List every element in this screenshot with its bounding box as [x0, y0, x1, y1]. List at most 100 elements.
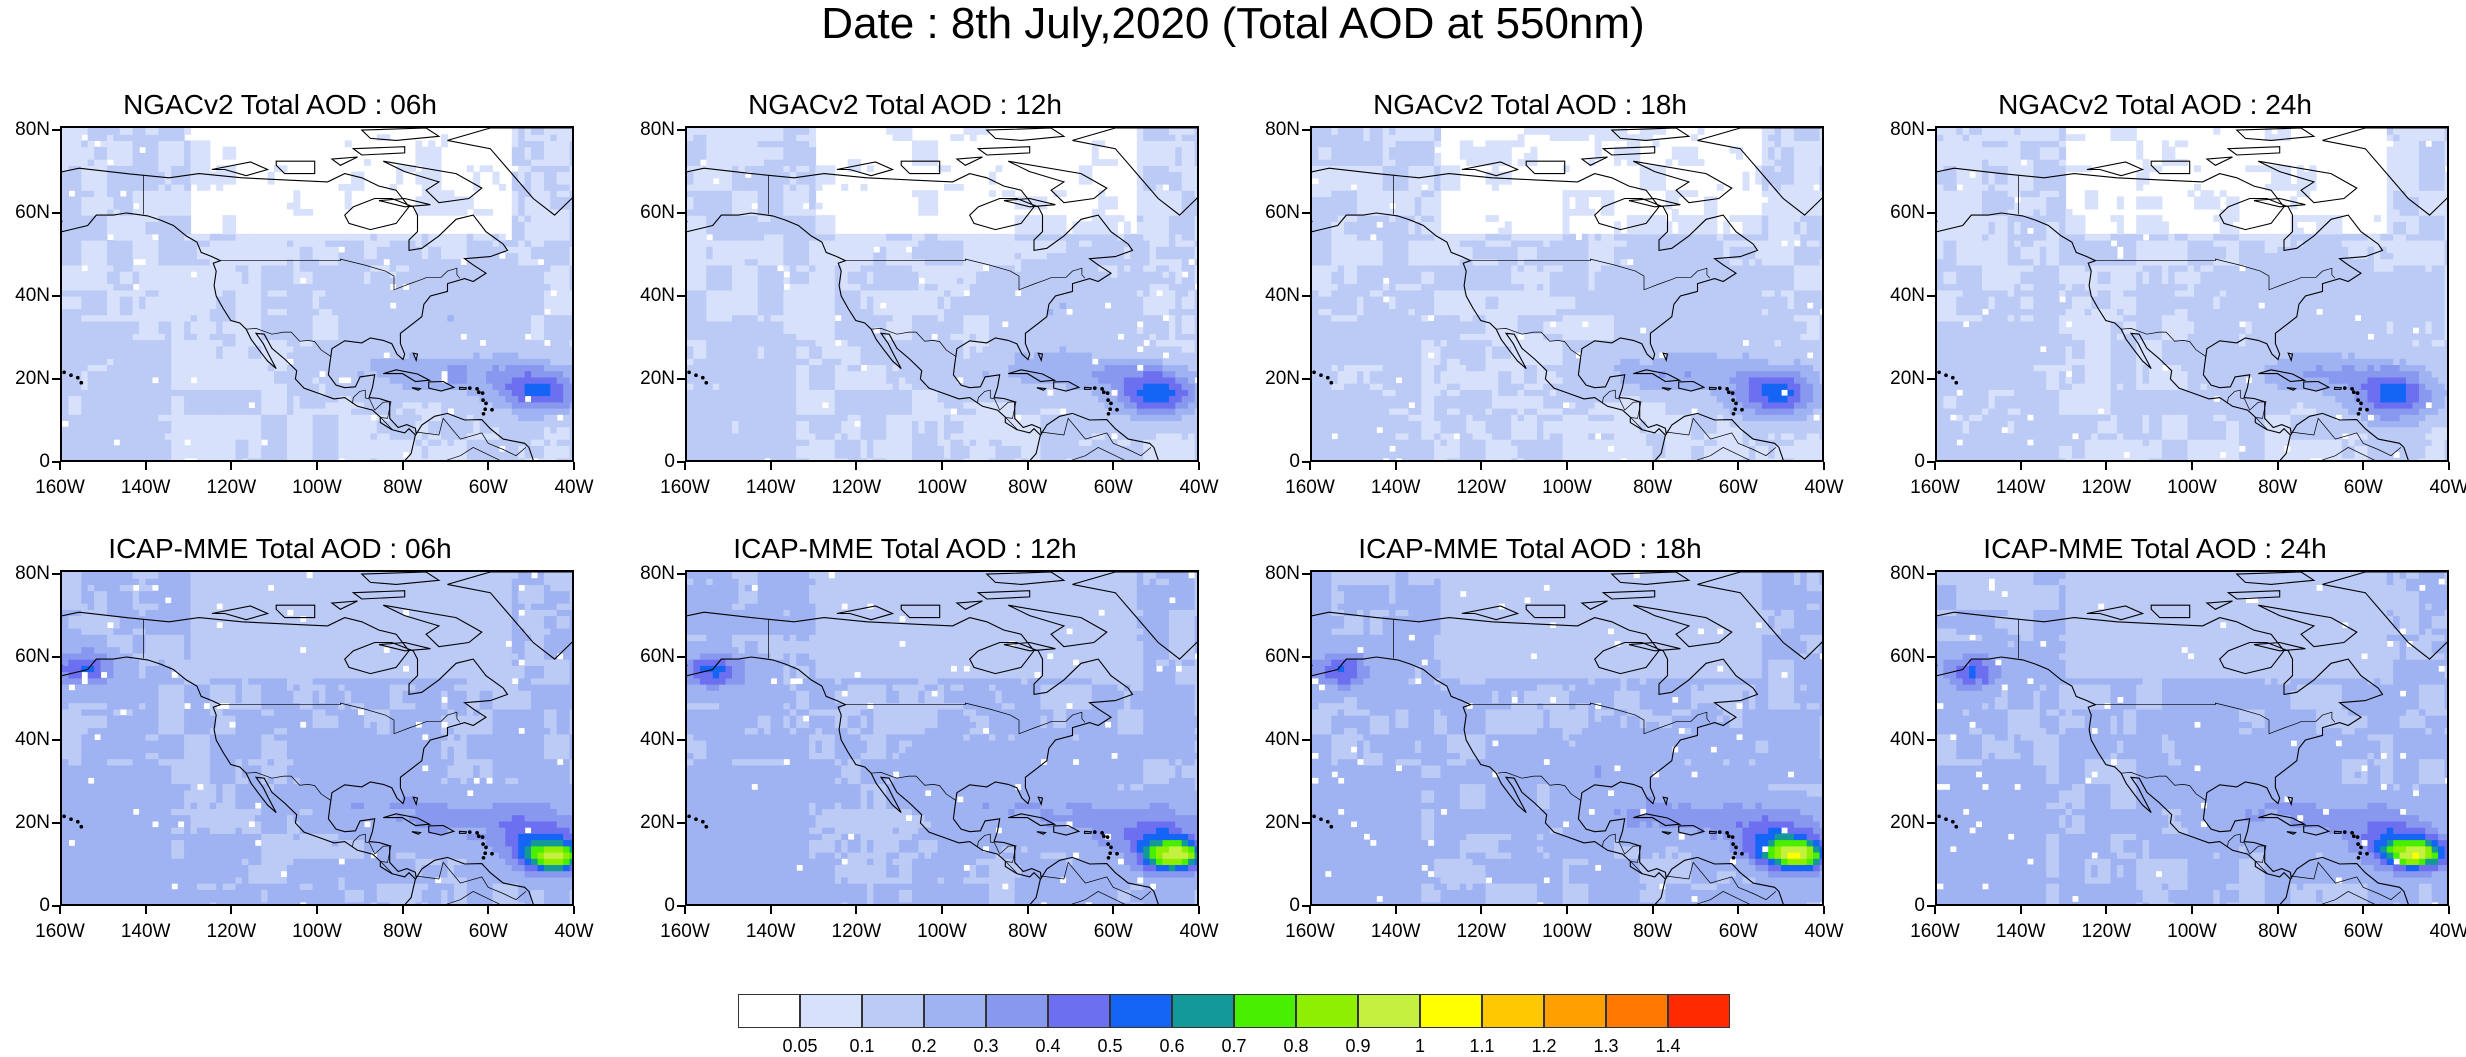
- island-dot: [1320, 818, 1323, 821]
- coastline: [978, 147, 1029, 155]
- island-dot: [1330, 825, 1333, 828]
- lat-tick: [1927, 129, 1935, 131]
- island-dot: [2344, 831, 2347, 834]
- lon-tick: [1027, 462, 1029, 470]
- lon-tick: [59, 462, 61, 470]
- lat-tick-label: 20N: [1250, 369, 1300, 389]
- island-dot: [77, 376, 80, 379]
- lat-tick: [52, 822, 60, 824]
- lat-tick: [677, 656, 685, 658]
- island-dot: [1938, 371, 1941, 374]
- colorbar-swatch: [1606, 994, 1668, 1028]
- island-dot: [1741, 408, 1744, 411]
- island-dot: [80, 825, 83, 828]
- lat-tick: [677, 378, 685, 380]
- island-dot: [2344, 387, 2347, 390]
- island-dot: [1955, 825, 1958, 828]
- lon-tick: [941, 462, 943, 470]
- lat-tick-label: 80N: [1875, 564, 1925, 584]
- coastline: [2254, 199, 2305, 207]
- lon-tick-label: 80W: [373, 922, 433, 942]
- aod-map: [60, 570, 574, 906]
- island-dot: [1101, 832, 1104, 835]
- island-dot: [1109, 852, 1112, 855]
- lon-tick-label: 120W: [201, 478, 261, 498]
- island-dot: [2356, 392, 2359, 395]
- lon-tick-label: 140W: [741, 478, 801, 498]
- lat-tick-label: 60N: [1875, 203, 1925, 223]
- island-dot: [1103, 391, 1106, 394]
- aod-map: [1935, 570, 2449, 906]
- lon-tick-label: 120W: [826, 478, 886, 498]
- lon-tick: [316, 906, 318, 914]
- lon-tick-label: 80W: [998, 922, 1058, 942]
- lon-tick: [1934, 462, 1936, 470]
- island-dot: [1732, 857, 1735, 860]
- lat-tick-label: 80N: [625, 120, 675, 140]
- island-dot: [1731, 392, 1734, 395]
- island-dot: [2366, 408, 2369, 411]
- aod-field-svg: [62, 572, 574, 906]
- island-dot: [484, 408, 487, 411]
- lon-tick-label: 60W: [1708, 922, 1768, 942]
- lon-tick-label: 40W: [544, 478, 604, 498]
- lon-tick: [1112, 906, 1114, 914]
- aod-field-svg: [687, 572, 1199, 906]
- island-dot: [476, 388, 479, 391]
- lon-tick: [145, 462, 147, 470]
- lat-tick-label: 40N: [0, 286, 50, 306]
- lon-tick-label: 100W: [912, 922, 972, 942]
- island-dot: [702, 820, 705, 823]
- lat-tick: [1927, 212, 1935, 214]
- colorbar-swatch: [1296, 994, 1358, 1028]
- island-dot: [1103, 835, 1106, 838]
- lat-tick-label: 20N: [0, 813, 50, 833]
- aod-map: [685, 570, 1199, 906]
- lon-tick: [684, 462, 686, 470]
- aod-grid-cells: [687, 572, 1199, 906]
- island-dot: [1731, 836, 1734, 839]
- lon-tick-label: 100W: [912, 478, 972, 498]
- aod-map: [1310, 570, 1824, 906]
- island-dot: [1728, 835, 1731, 838]
- island-dot: [1735, 846, 1738, 849]
- island-dot: [1741, 852, 1744, 855]
- aod-map: [1935, 126, 2449, 462]
- island-dot: [2353, 835, 2356, 838]
- lat-tick: [1302, 739, 1310, 741]
- island-dot: [2357, 399, 2360, 402]
- colorbar-swatch: [738, 994, 800, 1028]
- colorbar-swatch: [1048, 994, 1110, 1028]
- lat-tick-label: 40N: [0, 730, 50, 750]
- colorbar-label: 1: [1390, 1036, 1450, 1057]
- island-dot: [1094, 387, 1097, 390]
- island-dot: [1734, 852, 1737, 855]
- lat-tick-label: 60N: [625, 203, 675, 223]
- lat-tick: [1927, 378, 1935, 380]
- island-dot: [1330, 381, 1333, 384]
- lon-tick-label: 160W: [1280, 922, 1340, 942]
- island-dot: [478, 835, 481, 838]
- island-dot: [1110, 402, 1113, 405]
- lon-tick-label: 140W: [1991, 478, 2051, 498]
- lat-tick-label: 80N: [0, 120, 50, 140]
- colorbar-swatch: [1358, 994, 1420, 1028]
- lon-tick-label: 80W: [2248, 922, 2308, 942]
- island-dot: [77, 820, 80, 823]
- lon-tick: [573, 906, 575, 914]
- aod-grid-cells: [687, 128, 1199, 462]
- island-dot: [2357, 857, 2360, 860]
- island-dot: [70, 374, 73, 377]
- lon-tick: [2362, 906, 2364, 914]
- lon-tick-label: 100W: [2162, 922, 2222, 942]
- lat-tick-label: 20N: [1875, 813, 1925, 833]
- coastline: [837, 162, 893, 176]
- lon-tick: [1823, 906, 1825, 914]
- colorbar-label: 0.3: [956, 1036, 1016, 1057]
- lon-tick-label: 60W: [458, 922, 518, 942]
- lat-tick-label: 0: [1250, 452, 1300, 472]
- lon-tick: [145, 906, 147, 914]
